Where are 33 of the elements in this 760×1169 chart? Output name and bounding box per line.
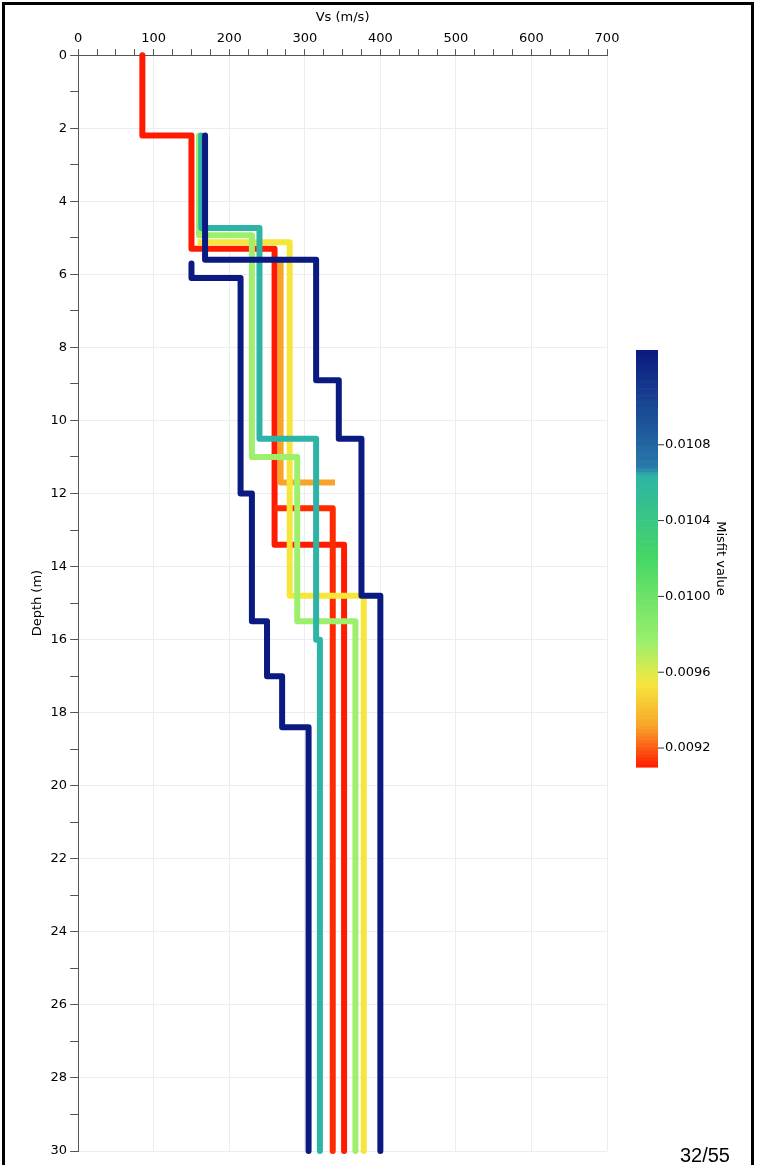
y-tick-label: 0 bbox=[58, 46, 68, 62]
y-tick-label: 12 bbox=[50, 484, 68, 500]
x-tick-label: 300 bbox=[292, 29, 318, 45]
y-axis-title: Depth (m) bbox=[29, 569, 45, 637]
x-tick-label: 100 bbox=[141, 29, 167, 45]
color-bar-label: 0.0092 bbox=[665, 739, 711, 755]
color-bar-title: Misfit value bbox=[713, 521, 729, 596]
y-tick-label: 14 bbox=[50, 557, 68, 573]
y-tick-label: 26 bbox=[50, 996, 68, 1012]
color-bar-label: 0.0100 bbox=[665, 587, 711, 603]
x-tick-label: 400 bbox=[367, 29, 393, 45]
y-tick-label: 8 bbox=[58, 338, 68, 354]
y-tick-label: 2 bbox=[58, 119, 68, 135]
y-tick-label: 20 bbox=[50, 777, 68, 793]
y-tick-label: 22 bbox=[50, 850, 68, 866]
color-bar-label: 0.0108 bbox=[665, 436, 711, 452]
y-tick-label: 28 bbox=[50, 1069, 68, 1085]
y-tick-label: 18 bbox=[50, 704, 68, 720]
y-tick-label: 24 bbox=[50, 923, 68, 939]
x-tick-label: 600 bbox=[519, 29, 544, 45]
x-tick-label: 200 bbox=[216, 29, 242, 45]
x-tick-label: 500 bbox=[443, 29, 469, 45]
x-axis-title: Vs (m/s) bbox=[315, 9, 370, 25]
x-tick-label: 700 bbox=[594, 29, 620, 45]
y-tick-label: 16 bbox=[50, 631, 68, 646]
x-tick-label: 0 bbox=[74, 29, 83, 45]
color-bar-label: 0.0104 bbox=[665, 511, 711, 527]
y-tick-label: 6 bbox=[58, 265, 68, 281]
y-tick-label: 10 bbox=[50, 411, 68, 427]
y-tick-label: 4 bbox=[58, 192, 68, 208]
color-bar-label: 0.0096 bbox=[665, 663, 711, 679]
y-tick-label: 30 bbox=[50, 1142, 68, 1158]
text: 32/55 bbox=[679, 1144, 730, 1167]
